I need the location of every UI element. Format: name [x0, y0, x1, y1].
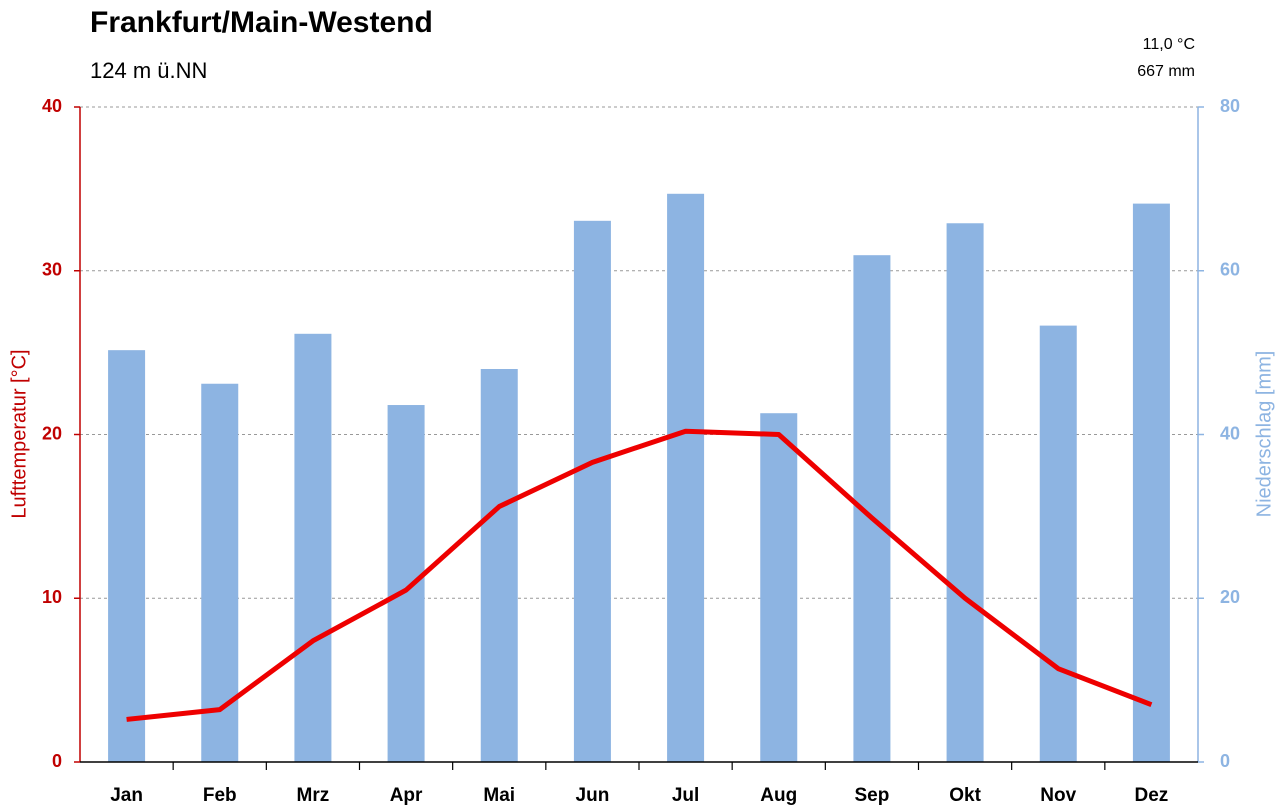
- x-tick-label: Jul: [672, 785, 699, 806]
- x-tick-label: Okt: [949, 785, 981, 806]
- x-tick-label: Feb: [203, 785, 237, 806]
- chart-title: Frankfurt/Main-Westend: [90, 6, 433, 39]
- x-tick-label: Nov: [1040, 785, 1076, 806]
- x-tick-label: Aug: [760, 785, 797, 806]
- annotation: 667 mm: [1137, 63, 1195, 80]
- y-axis-title: Lufttemperatur [°C]: [8, 349, 30, 518]
- y2-tick-label: 0: [1220, 751, 1230, 771]
- y-tick-label: 0: [52, 751, 62, 771]
- bar: [294, 333, 332, 762]
- bar: [667, 193, 705, 763]
- y2-tick-label: 80: [1220, 96, 1240, 116]
- bar: [573, 220, 611, 762]
- x-tick-label: Jan: [110, 785, 143, 806]
- annotation: 11,0 °C: [1143, 36, 1195, 53]
- bar: [1039, 325, 1077, 762]
- line: [126, 428, 1153, 722]
- y-tick-label: 30: [42, 260, 62, 280]
- y2-tick-label: 20: [1220, 587, 1240, 607]
- bar: [387, 405, 425, 762]
- y-tick-label: 40: [42, 96, 62, 116]
- bar: [760, 413, 798, 762]
- subtitle: 124 m ü.NN: [90, 58, 207, 83]
- bar: [108, 350, 146, 762]
- y2-axis-title: Niederschlag [mm]: [1253, 351, 1275, 518]
- y-tick-label: 10: [42, 587, 62, 607]
- y2-tick-label: 40: [1220, 423, 1240, 443]
- x-tick-label: Sep: [854, 785, 889, 806]
- bar: [480, 369, 518, 762]
- bar: [1132, 203, 1170, 763]
- bar: [946, 223, 984, 762]
- x-tick-label: Mrz: [297, 785, 330, 806]
- y-tick-label: 20: [42, 423, 62, 443]
- x-tick-label: Jun: [576, 785, 610, 806]
- x-tick-label: Apr: [390, 785, 423, 806]
- y2-tick-label: 60: [1220, 260, 1240, 280]
- bar: [201, 383, 239, 762]
- x-tick-label: Dez: [1135, 785, 1169, 806]
- x-tick-label: Mai: [483, 785, 515, 806]
